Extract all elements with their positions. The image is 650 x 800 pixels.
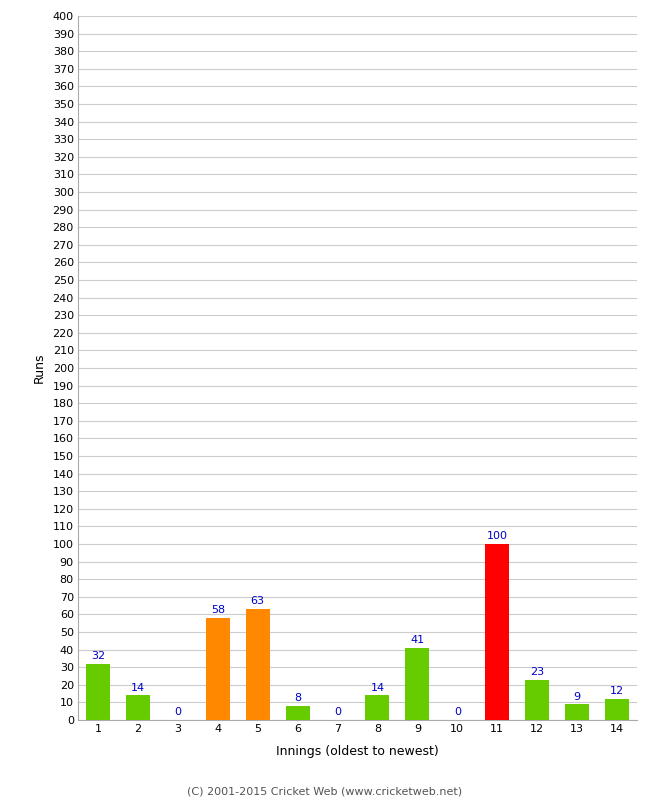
Text: 12: 12 [610, 686, 624, 696]
Bar [246, 609, 270, 720]
Bar [525, 679, 549, 720]
Y-axis label: Runs: Runs [32, 353, 46, 383]
Text: 23: 23 [530, 667, 544, 677]
Text: 9: 9 [573, 691, 580, 702]
Text: 14: 14 [370, 682, 385, 693]
Text: 14: 14 [131, 682, 145, 693]
Text: 32: 32 [91, 651, 105, 661]
Bar [206, 618, 229, 720]
Bar [565, 704, 589, 720]
X-axis label: Innings (oldest to newest): Innings (oldest to newest) [276, 746, 439, 758]
Bar [126, 695, 150, 720]
Bar [406, 648, 430, 720]
Text: 0: 0 [454, 707, 461, 718]
Bar [486, 544, 509, 720]
Text: 8: 8 [294, 694, 301, 703]
Bar [365, 695, 389, 720]
Text: 41: 41 [410, 635, 424, 645]
Text: (C) 2001-2015 Cricket Web (www.cricketweb.net): (C) 2001-2015 Cricket Web (www.cricketwe… [187, 786, 463, 796]
Text: 63: 63 [251, 597, 265, 606]
Text: 0: 0 [334, 707, 341, 718]
Bar [285, 706, 309, 720]
Bar [86, 664, 110, 720]
Bar [605, 699, 629, 720]
Text: 100: 100 [487, 531, 508, 542]
Text: 58: 58 [211, 606, 225, 615]
Text: 0: 0 [174, 707, 181, 718]
